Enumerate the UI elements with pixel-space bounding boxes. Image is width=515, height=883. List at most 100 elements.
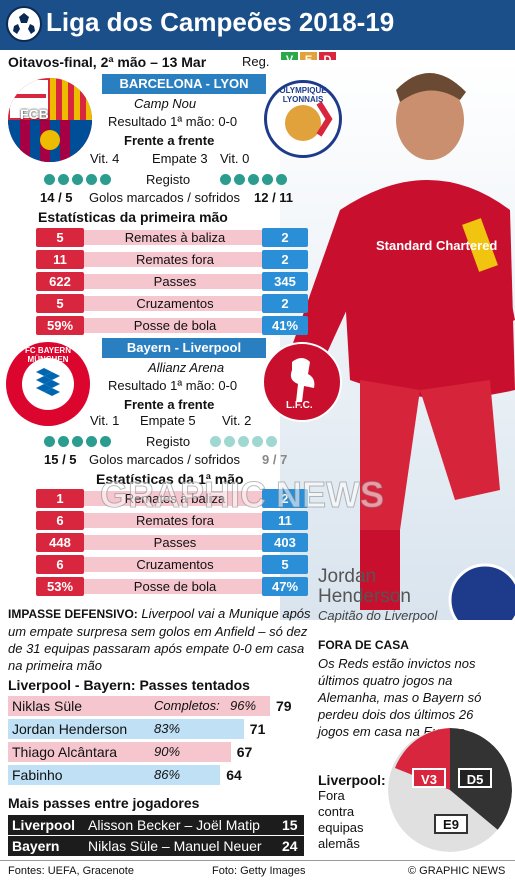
watermark: GRAPHIC NEWS [99, 474, 385, 516]
passes-player: Niklas Süle [12, 698, 83, 714]
passes-pct: 96% [230, 698, 257, 713]
champions-league-ball-icon [6, 6, 42, 42]
passes-bar [8, 696, 270, 716]
pairs-value: 15 [282, 817, 298, 833]
player-first-name: Jordan [318, 566, 377, 587]
match1-h2h-title: Frente a frente [124, 133, 215, 148]
passes-title: Liverpool - Bayern: Passes tentados [8, 677, 250, 693]
passes-pct: 83% [154, 721, 181, 736]
away-draws: E9 [434, 814, 468, 834]
match1-form-left [44, 174, 111, 185]
player-photo [280, 60, 515, 637]
passes-player: Fabinho [12, 767, 63, 783]
match1-form-right [220, 174, 287, 185]
passes-value: 64 [226, 767, 242, 783]
stat-right: 2 [262, 228, 308, 247]
match1-stat-row: 11 Remates fora 2 [36, 250, 308, 269]
form-dot [262, 174, 273, 185]
match2-draws: Empate 5 [140, 413, 196, 428]
footer-divider [0, 860, 515, 861]
stat-label: Remates fora [84, 252, 266, 267]
form-dot [72, 174, 83, 185]
form-dot [224, 436, 235, 447]
stat-right: 5 [262, 555, 308, 574]
form-dot [100, 436, 111, 447]
match1-stat-row: 622 Passes 345 [36, 272, 308, 291]
player-role: Capitão do Liverpool [318, 608, 438, 623]
away-title: Fora de casa [318, 638, 409, 652]
match2-first-leg: Resultado 1ª mão: 0-0 [108, 378, 238, 393]
stat-right: 47% [262, 577, 308, 596]
stat-left: 59% [36, 316, 84, 335]
impasse-paragraph: Impasse defensivo: Liverpool vai a Muniq… [8, 605, 312, 674]
passes-completos-label: Completos: [154, 698, 220, 713]
stat-label: Passes [84, 274, 266, 289]
form-dot [86, 436, 97, 447]
form-dot [100, 174, 111, 185]
stat-label: Remates fora [84, 513, 266, 528]
match1-wins-right: Vit. 0 [220, 151, 250, 166]
bayern-crest-text: FC BAYERN MÜNCHEN [25, 346, 71, 364]
stat-label: Posse de bola [84, 318, 266, 333]
match2-wins-right: Vit. 2 [222, 413, 252, 428]
form-dot [276, 174, 287, 185]
match2-form-right [210, 436, 277, 447]
match1-registo: Registo [146, 172, 191, 187]
match2-stat-row: 6 Remates fora 11 [36, 511, 308, 530]
liverpool-crest-text: L.F.C. [286, 400, 313, 411]
form-dot [238, 436, 249, 447]
stat-label: Cruzamentos [84, 557, 266, 572]
footer-brand: © GRAPHIC NEWS [408, 865, 506, 877]
stat-label: Posse de bola [84, 579, 266, 594]
away-desc: Fora contra equipas alemãs [318, 788, 364, 851]
match2-stat-row: 448 Passes 403 [36, 533, 308, 552]
match1-goals-right: 12 / 11 [254, 190, 294, 205]
stat-right: 41% [262, 316, 308, 335]
match2-stat-row: 1 Remates à baliza 2 [36, 489, 308, 508]
impasse-title: Impasse defensivo: [8, 607, 138, 621]
subtitle: Oitavos-final, 2ª mão – 13 Mar [8, 54, 207, 70]
away-team: Liverpool: [318, 772, 386, 788]
player-last-name: Henderson [318, 586, 411, 607]
away-wins: V3 [412, 768, 446, 788]
legend-label: Reg. [242, 54, 270, 69]
passes-pct: 86% [154, 767, 181, 782]
form-dot [210, 436, 221, 447]
stat-left: 1 [36, 489, 84, 508]
passes-player: Jordan Henderson [12, 721, 128, 737]
passes-row: Fabinho 86% 64 [8, 765, 304, 785]
form-dot [252, 436, 263, 447]
stat-right: 2 [262, 489, 308, 508]
footer-sources: Fontes: UEFA, Gracenote [8, 865, 134, 877]
stat-label: Remates à baliza [84, 491, 266, 506]
match2-stats-title: Estatísticas da 1ª mão [96, 471, 244, 487]
stat-left: 448 [36, 533, 84, 552]
passes-row: Thiago Alcântara 90% 67 [8, 742, 304, 762]
match1-draws: Empate 3 [152, 151, 208, 166]
match1-venue: Camp Nou [134, 96, 197, 111]
match1-title: BARCELONA - LYON [102, 74, 266, 94]
stat-left: 11 [36, 250, 84, 269]
stat-label: Passes [84, 535, 266, 550]
footer-photo: Foto: Getty Images [212, 865, 306, 877]
stat-left: 5 [36, 294, 84, 313]
passes-value: 67 [236, 744, 253, 760]
lyon-crest-icon [264, 80, 342, 158]
bayern-crest-icon [6, 342, 90, 426]
pairs-players: Alisson Becker – Joël Matip [88, 817, 260, 833]
barcelona-crest-text: FCB [20, 106, 49, 122]
stat-label: Cruzamentos [84, 296, 266, 311]
passes-pct: 90% [154, 744, 181, 759]
match1-first-leg: Resultado 1ª mão: 0-0 [108, 114, 238, 129]
passes-bar [8, 765, 221, 785]
form-dot [220, 174, 231, 185]
stat-right: 11 [262, 511, 308, 530]
match2-goals-left: 15 / 5 [44, 452, 77, 467]
passes-row: Jordan Henderson 83% 71 [8, 719, 304, 739]
header-bar [0, 0, 515, 50]
liverpool-crest-icon [262, 342, 342, 422]
form-dot [44, 174, 55, 185]
stat-right: 345 [262, 272, 308, 291]
stat-right: 403 [262, 533, 308, 552]
form-dot [58, 174, 69, 185]
